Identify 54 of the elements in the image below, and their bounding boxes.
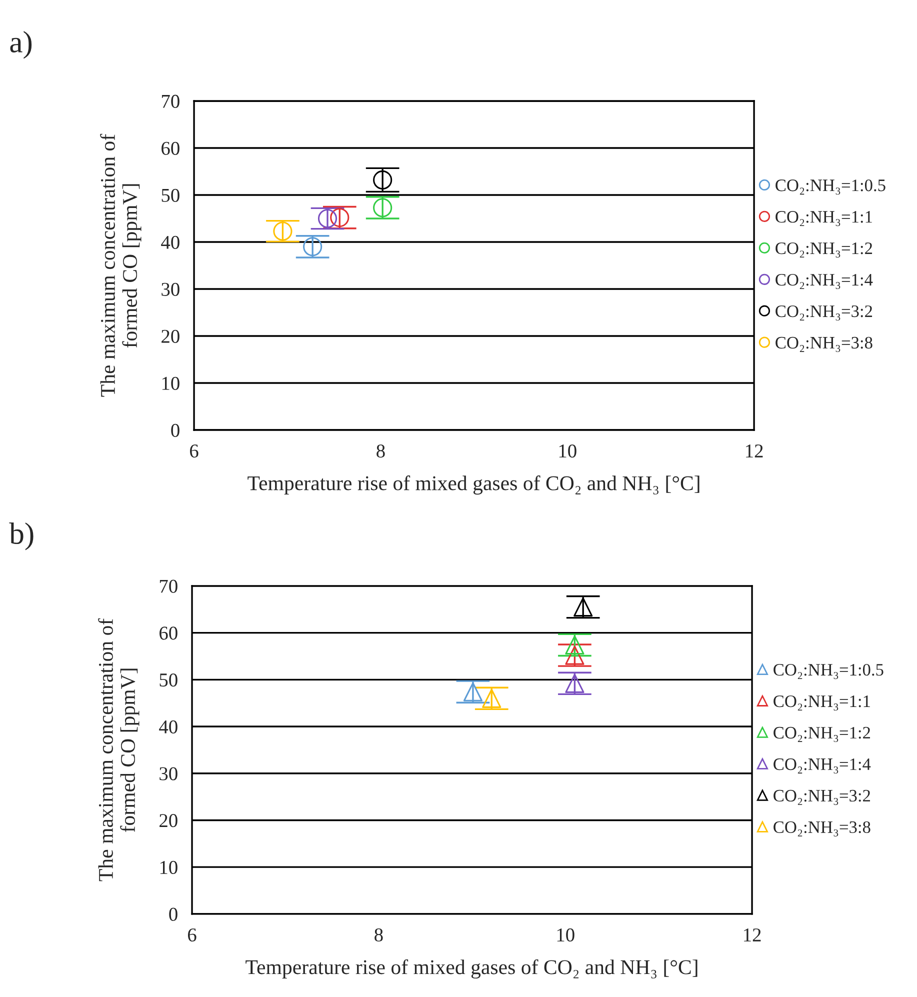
- x-axis-title: Temperature rise of mixed gases of CO₂ and NH₃ [°C]: [248, 475, 700, 495]
- legend-label: CO₂:NH₃=1:4: [776, 274, 873, 290]
- y-tick-label: 0: [169, 908, 178, 921]
- chart-title: a): [10, 31, 32, 59]
- y-tick-label: 20: [160, 814, 178, 828]
- legend-label: CO₂:NH₃=3:2: [776, 305, 872, 321]
- legend-label: CO₂:NH₃=3:2: [774, 790, 870, 805]
- legend-label: CO₂:NH₃=3:8: [774, 821, 870, 836]
- point: [463, 682, 483, 702]
- legend-label: CO₂:NH₃=3:8: [776, 336, 872, 352]
- legend-label: CO₂:NH₃=1:1: [776, 211, 872, 226]
- y-tick-label: 40: [161, 236, 180, 249]
- point: [330, 208, 350, 228]
- y-tick-label: 40: [159, 720, 178, 734]
- x-tick-label: 10: [557, 928, 574, 942]
- y-axis-title: The maximum concentration of formed CO [ppmV]: [100, 134, 142, 397]
- point: [565, 646, 584, 665]
- y-axis-title: The maximum concentration of formed CO [ppmV]: [98, 618, 140, 882]
- y-tick-label: 70: [160, 580, 178, 593]
- y-tick-label: 70: [162, 94, 180, 108]
- legend-label: CO₂:NH₃=1:0.5: [776, 179, 886, 195]
- x-tick-label: 6: [188, 928, 196, 942]
- legend-label: CO₂:NH₃=1:1: [774, 695, 870, 711]
- y-tick-label: 60: [160, 626, 178, 640]
- y-tick-label: 60: [162, 142, 180, 155]
- point: [482, 688, 502, 708]
- y-tick-label: 0: [171, 424, 180, 437]
- y-tick-label: 10: [160, 860, 178, 874]
- point: [273, 222, 292, 241]
- point: [574, 597, 593, 617]
- point: [303, 237, 322, 256]
- y-tick-label: 30: [160, 767, 178, 780]
- x-axis-title: Temperature rise of mixed gases of CO₂ and NH₃ [°C]: [246, 959, 698, 979]
- x-tick-label: 10: [559, 444, 576, 458]
- x-tick-label: 6: [190, 444, 198, 458]
- point: [373, 170, 392, 190]
- y-tick-label: 10: [162, 376, 180, 390]
- y-tick-label: 50: [160, 673, 178, 687]
- chart-title: b): [9, 522, 34, 550]
- legend-label: CO₂:NH₃=1:4: [774, 758, 871, 774]
- point: [565, 674, 584, 693]
- x-tick-label: 12: [746, 444, 763, 458]
- x-tick-label: 8: [376, 444, 385, 458]
- y-tick-label: 50: [162, 188, 180, 202]
- x-tick-label: 12: [744, 928, 761, 942]
- y-tick-label: 20: [162, 330, 180, 343]
- point: [373, 198, 392, 218]
- legend-label: CO₂:NH₃=1:0.5: [774, 664, 884, 680]
- legend-label: CO₂:NH₃=1:2: [774, 726, 870, 742]
- point: [318, 208, 338, 228]
- y-tick-label: 30: [162, 282, 180, 296]
- legend-label: CO₂:NH₃=1:2: [776, 242, 872, 258]
- x-tick-label: 8: [374, 928, 383, 942]
- point: [565, 635, 584, 655]
